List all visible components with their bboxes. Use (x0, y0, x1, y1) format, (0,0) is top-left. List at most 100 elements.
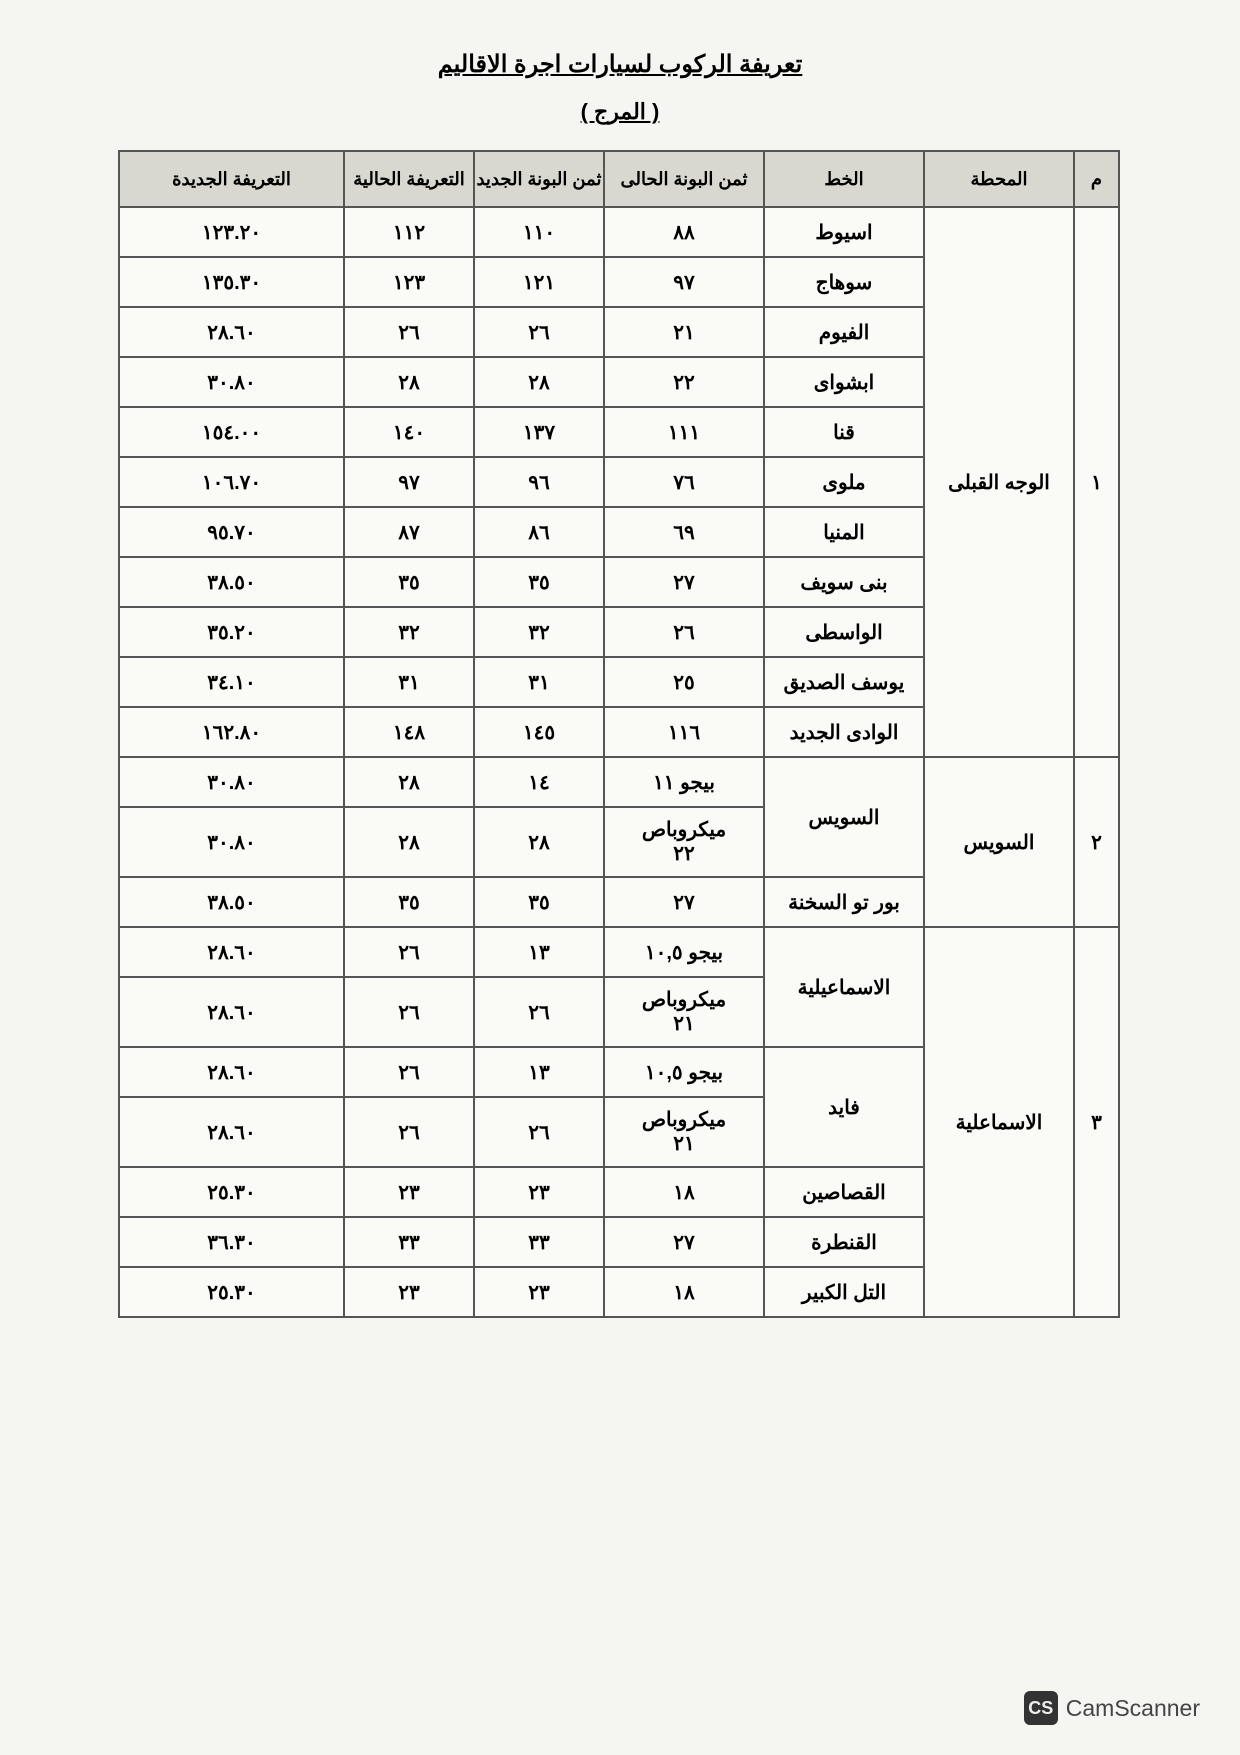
cell-current-bon: ميكروباص٢٢ (604, 807, 764, 877)
cell-line: بور تو السخنة (764, 877, 924, 927)
cell-current-bon: ميكروباص٢١ (604, 1097, 764, 1167)
cell-current-fare: ٢٨ (344, 357, 474, 407)
cell-new-fare: ٢٨.٦٠ (119, 927, 344, 977)
cell-new-bon: ١٤٥ (474, 707, 604, 757)
cell-new-bon: ٢٦ (474, 307, 604, 357)
cell-current-fare: ٢٣ (344, 1167, 474, 1217)
cell-new-bon: ٢٦ (474, 977, 604, 1047)
cell-current-fare: ٢٨ (344, 807, 474, 877)
cell-current-fare: ٢٦ (344, 1047, 474, 1097)
cell-index: ٣ (1074, 927, 1119, 1317)
cell-index: ٢ (1074, 757, 1119, 927)
cell-new-bon: ١١٠ (474, 207, 604, 257)
cell-new-bon: ٢٣ (474, 1267, 604, 1317)
cell-current-fare: ٣٢ (344, 607, 474, 657)
cell-new-bon: ٣٢ (474, 607, 604, 657)
cell-current-bon: ٨٨ (604, 207, 764, 257)
cell-current-fare: ٣٥ (344, 877, 474, 927)
table-row: ٣الاسماعليةالاسماعيليةبيجو ١٠,٥١٣٢٦٢٨.٦٠ (119, 927, 1119, 977)
page-subtitle: ( المرج ) (120, 99, 1120, 125)
table-row: ١الوجه القبلىاسيوط٨٨١١٠١١٢١٢٣.٢٠ (119, 207, 1119, 257)
th-station: المحطة (924, 151, 1074, 207)
cell-new-bon: ٢٦ (474, 1097, 604, 1167)
cell-new-bon: ٢٣ (474, 1167, 604, 1217)
cell-new-bon: ٩٦ (474, 457, 604, 507)
cell-new-bon: ٣٣ (474, 1217, 604, 1267)
cell-current-fare: ٢٣ (344, 1267, 474, 1317)
cell-line: قنا (764, 407, 924, 457)
th-line: الخط (764, 151, 924, 207)
cell-current-fare: ٢٦ (344, 977, 474, 1047)
cell-current-fare: ٢٦ (344, 307, 474, 357)
cell-current-bon: ٢٦ (604, 607, 764, 657)
cell-current-bon: ٧٦ (604, 457, 764, 507)
cell-new-bon: ٢٨ (474, 357, 604, 407)
cell-current-bon: ٩٧ (604, 257, 764, 307)
cell-current-fare: ٣٣ (344, 1217, 474, 1267)
cell-current-fare: ٣٥ (344, 557, 474, 607)
cell-current-fare: ٨٧ (344, 507, 474, 557)
cell-new-fare: ٩٥.٧٠ (119, 507, 344, 557)
cell-line: السويس (764, 757, 924, 877)
cell-station: الاسماعلية (924, 927, 1074, 1317)
cell-new-fare: ٢٥.٣٠ (119, 1267, 344, 1317)
cell-current-bon: ميكروباص٢١ (604, 977, 764, 1047)
document-page: تعريفة الركوب لسيارات اجرة الاقاليم ( ال… (120, 50, 1120, 1318)
cell-line: سوهاج (764, 257, 924, 307)
cell-new-bon: ١٤ (474, 757, 604, 807)
cell-new-fare: ٢٨.٦٠ (119, 1097, 344, 1167)
cell-current-bon: بيجو ١١ (604, 757, 764, 807)
cell-new-fare: ١٠٦.٧٠ (119, 457, 344, 507)
cell-new-fare: ٣٠.٨٠ (119, 807, 344, 877)
cell-station: الوجه القبلى (924, 207, 1074, 757)
cell-current-bon: ٢٧ (604, 1217, 764, 1267)
cell-current-bon: بيجو ١٠,٥ (604, 927, 764, 977)
cell-current-bon: ٢٧ (604, 877, 764, 927)
cell-new-fare: ٣٨.٥٠ (119, 877, 344, 927)
cell-new-fare: ٣٦.٣٠ (119, 1217, 344, 1267)
cell-current-bon: ١٨ (604, 1267, 764, 1317)
cell-new-fare: ١٦٢.٨٠ (119, 707, 344, 757)
cell-current-fare: ١١٢ (344, 207, 474, 257)
cell-new-bon: ٢٨ (474, 807, 604, 877)
cell-new-bon: ٨٦ (474, 507, 604, 557)
cell-current-fare: ٢٨ (344, 757, 474, 807)
cell-current-fare: ٢٦ (344, 927, 474, 977)
cell-new-fare: ٣٥.٢٠ (119, 607, 344, 657)
th-current-fare: التعريفة الحالية (344, 151, 474, 207)
cell-line: فايد (764, 1047, 924, 1167)
cell-new-bon: ١٣ (474, 1047, 604, 1097)
cell-index: ١ (1074, 207, 1119, 757)
camscanner-watermark: CS CamScanner (1024, 1691, 1200, 1725)
cell-line: التل الكبير (764, 1267, 924, 1317)
cell-current-bon: ٢٢ (604, 357, 764, 407)
cell-current-bon: ٦٩ (604, 507, 764, 557)
cell-new-bon: ٣٥ (474, 877, 604, 927)
cell-current-bon: ٢١ (604, 307, 764, 357)
cell-line: ابشواى (764, 357, 924, 407)
cell-line: اسيوط (764, 207, 924, 257)
cell-current-fare: ٣١ (344, 657, 474, 707)
cell-new-fare: ٣٤.١٠ (119, 657, 344, 707)
cell-line: القنطرة (764, 1217, 924, 1267)
cell-current-fare: ١٤٨ (344, 707, 474, 757)
cell-current-bon: ٢٧ (604, 557, 764, 607)
cell-line: ملوى (764, 457, 924, 507)
cell-line: الفيوم (764, 307, 924, 357)
cell-new-fare: ٢٨.٦٠ (119, 307, 344, 357)
cell-new-bon: ٣١ (474, 657, 604, 707)
th-new-fare: التعريفة الجديدة (119, 151, 344, 207)
cell-new-bon: ٣٥ (474, 557, 604, 607)
cell-line: الوادى الجديد (764, 707, 924, 757)
table-header-row: م المحطة الخط ثمن البونة الحالى ثمن البو… (119, 151, 1119, 207)
cell-station: السويس (924, 757, 1074, 927)
cell-line: يوسف الصديق (764, 657, 924, 707)
th-new-bon: ثمن البونة الجديد (474, 151, 604, 207)
cell-new-fare: ٢٨.٦٠ (119, 1047, 344, 1097)
cell-new-fare: ٢٥.٣٠ (119, 1167, 344, 1217)
cell-new-fare: ١٥٤.٠٠ (119, 407, 344, 457)
cell-line: الواسطى (764, 607, 924, 657)
cell-new-fare: ٣٨.٥٠ (119, 557, 344, 607)
cell-line: المنيا (764, 507, 924, 557)
table-row: ٢السويسالسويسبيجو ١١١٤٢٨٣٠.٨٠ (119, 757, 1119, 807)
